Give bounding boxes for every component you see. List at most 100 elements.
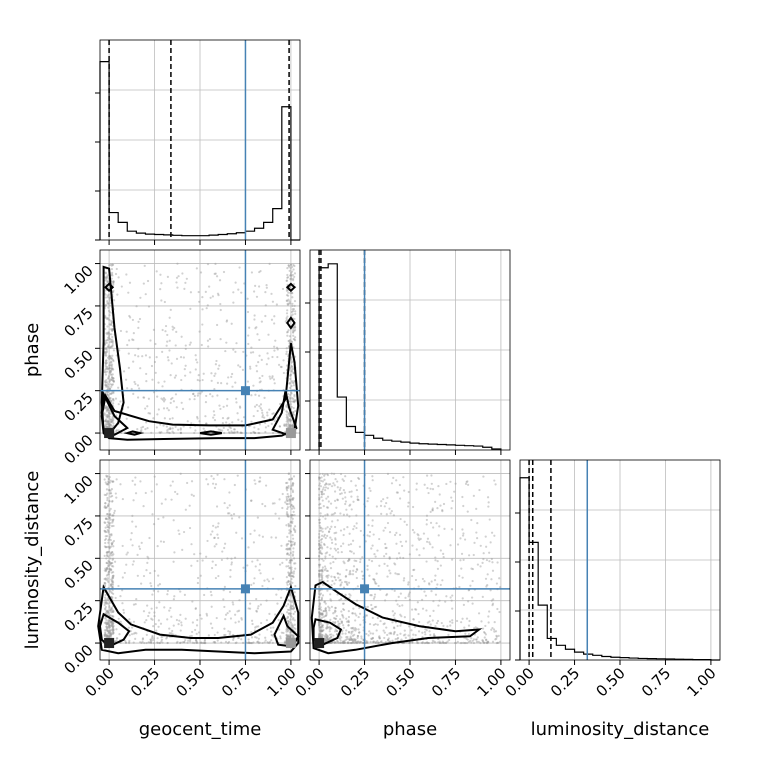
sample-point <box>115 496 118 499</box>
sample-point <box>292 528 296 531</box>
sample-point <box>273 349 276 352</box>
sample-point <box>194 628 197 632</box>
sample-point <box>439 549 442 552</box>
sample-point <box>139 367 142 370</box>
sample-point <box>471 567 474 571</box>
sample-point <box>430 590 433 593</box>
sample-point <box>342 489 345 492</box>
sample-point <box>285 350 288 353</box>
sample-point <box>259 407 262 410</box>
sample-point <box>171 430 174 433</box>
sample-point <box>106 383 109 386</box>
sample-point <box>110 488 113 491</box>
sample-point <box>213 272 216 275</box>
sample-point <box>219 302 222 306</box>
sample-point <box>110 595 113 599</box>
sample-point <box>103 478 106 481</box>
sample-point <box>326 569 329 573</box>
sample-point <box>431 508 434 511</box>
sample-point <box>326 576 329 579</box>
sample-point <box>256 607 260 610</box>
sample-point <box>288 397 292 400</box>
sample-point <box>218 364 221 367</box>
sample-point <box>108 323 111 326</box>
sample-point <box>332 612 335 615</box>
sample-point <box>106 409 109 412</box>
sample-point <box>358 631 361 634</box>
sample-point <box>348 596 351 599</box>
sample-point <box>318 529 321 533</box>
sample-point <box>112 418 115 422</box>
sample-point <box>203 638 207 642</box>
sample-point <box>320 629 323 632</box>
sample-point <box>113 560 117 563</box>
sample-point <box>486 584 489 587</box>
sample-point <box>108 369 112 373</box>
sample-point <box>108 476 111 479</box>
sample-point <box>466 510 469 513</box>
sample-point <box>232 348 235 351</box>
sample-point <box>196 581 199 585</box>
sample-point <box>349 550 352 553</box>
sample-point <box>340 492 343 495</box>
sample-point <box>289 561 292 564</box>
sample-point <box>133 380 136 384</box>
sample-point <box>320 534 324 537</box>
sample-point <box>140 641 143 645</box>
sample-point <box>339 639 342 642</box>
sample-point <box>109 418 112 422</box>
sample-point <box>184 347 187 351</box>
sample-point <box>202 641 206 645</box>
sample-point <box>181 272 184 275</box>
sample-point <box>106 635 109 638</box>
sample-point <box>413 568 416 571</box>
sample-point <box>377 636 381 639</box>
sample-point <box>286 514 289 517</box>
sample-point <box>111 633 114 636</box>
sample-point <box>320 579 323 582</box>
sample-point <box>324 602 327 605</box>
sample-point <box>352 638 355 641</box>
sample-point <box>108 297 111 301</box>
sample-point <box>108 364 111 367</box>
sample-point <box>329 626 332 629</box>
sample-point <box>335 531 338 534</box>
sample-point <box>331 641 334 644</box>
sample-point <box>366 534 369 537</box>
sample-point <box>334 537 337 540</box>
sample-point <box>110 329 114 332</box>
sample-point <box>425 609 428 612</box>
sample-point <box>215 616 218 620</box>
sample-point <box>290 391 293 394</box>
sample-point <box>375 505 378 508</box>
sample-point <box>289 635 292 639</box>
sample-point <box>291 520 294 523</box>
sample-point <box>199 641 203 644</box>
sample-point <box>278 425 281 428</box>
sample-point <box>332 621 335 624</box>
sample-point <box>109 492 113 495</box>
sample-point <box>291 634 294 637</box>
sample-point <box>289 636 292 639</box>
sample-point <box>289 424 292 427</box>
sample-point <box>112 349 115 352</box>
sample-point <box>157 381 160 384</box>
sample-point <box>294 562 297 565</box>
sample-point <box>319 626 323 629</box>
sample-point <box>108 379 112 382</box>
sample-point <box>257 431 260 435</box>
sample-point <box>438 493 441 496</box>
sample-point <box>107 522 111 525</box>
sample-point <box>192 494 195 497</box>
sample-point <box>287 329 290 332</box>
sample-point <box>286 619 290 623</box>
sample-point <box>174 393 178 396</box>
sample-point <box>426 540 429 543</box>
sample-point <box>125 563 128 566</box>
sample-point <box>319 626 322 629</box>
sample-point <box>350 495 353 498</box>
sample-point <box>355 641 358 645</box>
sample-point <box>198 614 202 617</box>
sample-point <box>371 524 374 527</box>
sample-point <box>121 544 124 548</box>
